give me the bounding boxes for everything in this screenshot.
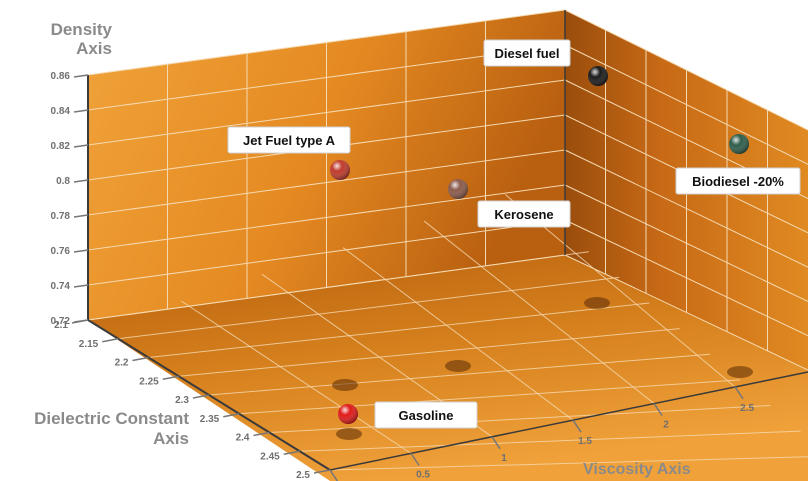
density-tick-mark — [73, 179, 89, 183]
viscosity-tick-label: 0.5 — [416, 469, 430, 480]
density-tick-mark — [73, 214, 89, 218]
density-tick-label: 0.8 — [56, 176, 70, 187]
dielectric-tick-label: 2.15 — [79, 339, 99, 350]
data-point-biodiesel-20: Biodiesel -20% — [675, 134, 801, 195]
density-axis-title-line2: Axis — [76, 39, 112, 58]
point-label: Biodiesel -20% — [692, 174, 784, 189]
point-highlight — [588, 66, 608, 86]
floor-gridline — [118, 276, 620, 340]
point-shadow — [332, 379, 358, 391]
dielectric-tick-mark — [253, 431, 270, 437]
point-shadows — [332, 297, 753, 440]
point-shadow — [336, 428, 362, 440]
floor-gridline — [269, 405, 771, 433]
dielectric-tick-mark — [102, 338, 119, 343]
point-label: Jet Fuel type A — [243, 133, 336, 148]
viscosity-tick-mark — [734, 386, 744, 400]
density-tick-mark — [73, 249, 89, 253]
dielectric-tick-mark — [313, 469, 331, 474]
point-shadow — [584, 297, 610, 309]
point-label-box — [374, 401, 478, 429]
data-points: Diesel fuel Jet Fuel type A Kerosene Biodie… — [227, 39, 801, 429]
floor-gridline — [208, 353, 710, 396]
viscosity-axis-title: Viscosity Axis — [583, 461, 691, 478]
dielectric-tick-mark — [132, 356, 149, 362]
point-highlight — [448, 179, 468, 199]
dielectric-tick-label: 2.5 — [296, 470, 310, 481]
point-shadow — [445, 360, 471, 372]
point-highlight — [729, 134, 749, 154]
viscosity-tick-label: 1.5 — [578, 436, 592, 447]
density-tick-label: 0.82 — [51, 141, 71, 152]
data-point-gasoline: Gasoline — [338, 401, 478, 429]
density-axis-title-line1: Density — [51, 20, 113, 39]
dielectric-tick-mark — [162, 375, 179, 380]
dielectric-tick-label: 2.35 — [200, 414, 220, 425]
dielectric-tick-label: 2.2 — [115, 358, 129, 369]
dielectric-axis-title-line1: Dielectric Constant — [34, 409, 189, 428]
floor-gridline — [180, 300, 412, 454]
viscosity-tick-mark — [572, 419, 582, 433]
viscosity-tick-label: 2 — [663, 420, 669, 431]
point-label-box — [227, 126, 351, 154]
data-point-jet-fuel-type-a: Jet Fuel type A — [227, 126, 351, 180]
viscosity-tick-label: 1 — [501, 453, 507, 464]
density-tick-mark — [73, 144, 89, 148]
dielectric-tick-label: 2.4 — [236, 433, 250, 444]
tick-marks: 0.86 0.84 0.82 0.8 0.78 0.76 0.74 0.722.1 2.15 2.… — [51, 71, 754, 481]
floor-gridline — [423, 220, 655, 404]
density-tick-mark — [73, 284, 89, 288]
density-tick-label: 0.74 — [51, 281, 71, 292]
floor-gridline — [239, 379, 741, 415]
dielectric-tick-label: 2.3 — [175, 395, 189, 406]
density-tick-label: 0.86 — [51, 71, 71, 82]
data-point-kerosene: Kerosene — [448, 179, 571, 228]
dielectric-tick-label: 2.25 — [139, 376, 159, 387]
dielectric-tick-mark — [71, 319, 89, 324]
dielectric-tick-mark — [283, 450, 300, 455]
point-label-box — [675, 167, 801, 195]
dielectric-tick-label: 2.1 — [54, 320, 68, 331]
point-shadow — [727, 366, 753, 378]
floor-gridline — [178, 328, 680, 377]
point-highlight — [330, 160, 350, 180]
density-tick-label: 0.84 — [51, 106, 71, 117]
point-highlight — [338, 404, 358, 424]
viscosity-tick-mark — [410, 452, 420, 466]
floor-gridline — [342, 247, 574, 421]
density-tick-label: 0.76 — [51, 246, 71, 257]
dielectric-tick-mark — [223, 413, 240, 418]
viscosity-tick-mark — [329, 469, 339, 481]
density-tick-label: 0.78 — [51, 211, 71, 222]
floor-gridline — [299, 430, 801, 452]
viscosity-tick-label: 2.5 — [740, 403, 754, 414]
point-label-box — [477, 200, 571, 228]
point-label: Gasoline — [399, 408, 454, 423]
floor-gridline — [329, 456, 808, 471]
data-point-diesel-fuel: Diesel fuel — [483, 39, 608, 86]
viscosity-axis-line — [329, 371, 808, 471]
point-label-box — [483, 39, 571, 67]
floor-gridline — [148, 302, 650, 358]
dielectric-axis-title-line2: Axis — [153, 429, 189, 448]
point-label: Diesel fuel — [494, 46, 559, 61]
viscosity-tick-mark — [653, 403, 663, 416]
density-tick-mark — [73, 74, 89, 78]
density-tick-mark — [73, 109, 89, 113]
density-tick-label: 0.72 — [51, 316, 71, 327]
dielectric-tick-label: 2.45 — [260, 451, 280, 462]
dielectric-tick-mark — [192, 394, 210, 399]
viscosity-tick-mark — [491, 436, 501, 450]
floor-gridline — [87, 251, 589, 321]
point-label: Kerosene — [494, 207, 553, 222]
